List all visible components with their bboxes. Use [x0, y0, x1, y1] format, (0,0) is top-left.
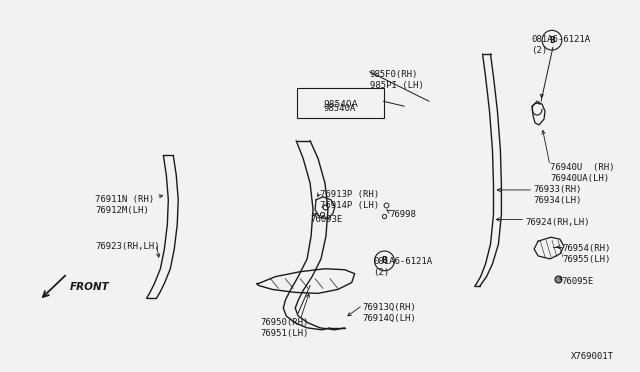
Text: 76923(RH,LH): 76923(RH,LH): [95, 242, 159, 251]
Text: B: B: [549, 36, 555, 45]
Text: 76913P (RH)
76914P (LH): 76913P (RH) 76914P (LH): [320, 190, 379, 210]
Text: 985F0(RH)
985PI (LH): 985F0(RH) 985PI (LH): [369, 70, 423, 90]
Text: X769001T: X769001T: [571, 353, 614, 362]
Text: 76933(RH)
76934(LH): 76933(RH) 76934(LH): [533, 185, 582, 205]
Text: 081A6-6121A
(2): 081A6-6121A (2): [374, 257, 433, 277]
Text: 76911N (RH)
76912M(LH): 76911N (RH) 76912M(LH): [95, 195, 154, 215]
Text: FRONT: FRONT: [70, 282, 110, 292]
Text: 76940U  (RH)
76940UA(LH): 76940U (RH) 76940UA(LH): [550, 163, 614, 183]
Text: 98540A: 98540A: [324, 104, 356, 113]
Text: 76998: 76998: [389, 210, 416, 219]
Text: 76093E: 76093E: [310, 215, 342, 224]
Text: 76095E: 76095E: [561, 277, 593, 286]
Text: 76924(RH,LH): 76924(RH,LH): [525, 218, 589, 227]
Text: 76913Q(RH)
76914Q(LH): 76913Q(RH) 76914Q(LH): [363, 303, 417, 323]
Text: 76954(RH)
76955(LH): 76954(RH) 76955(LH): [562, 244, 611, 264]
Text: B: B: [381, 256, 387, 265]
Text: 76950(RH)
76951(LH): 76950(RH) 76951(LH): [260, 318, 309, 338]
FancyBboxPatch shape: [297, 89, 385, 118]
Text: 081A6-6121A
(2): 081A6-6121A (2): [531, 35, 590, 55]
Text: 98540A: 98540A: [323, 100, 358, 109]
